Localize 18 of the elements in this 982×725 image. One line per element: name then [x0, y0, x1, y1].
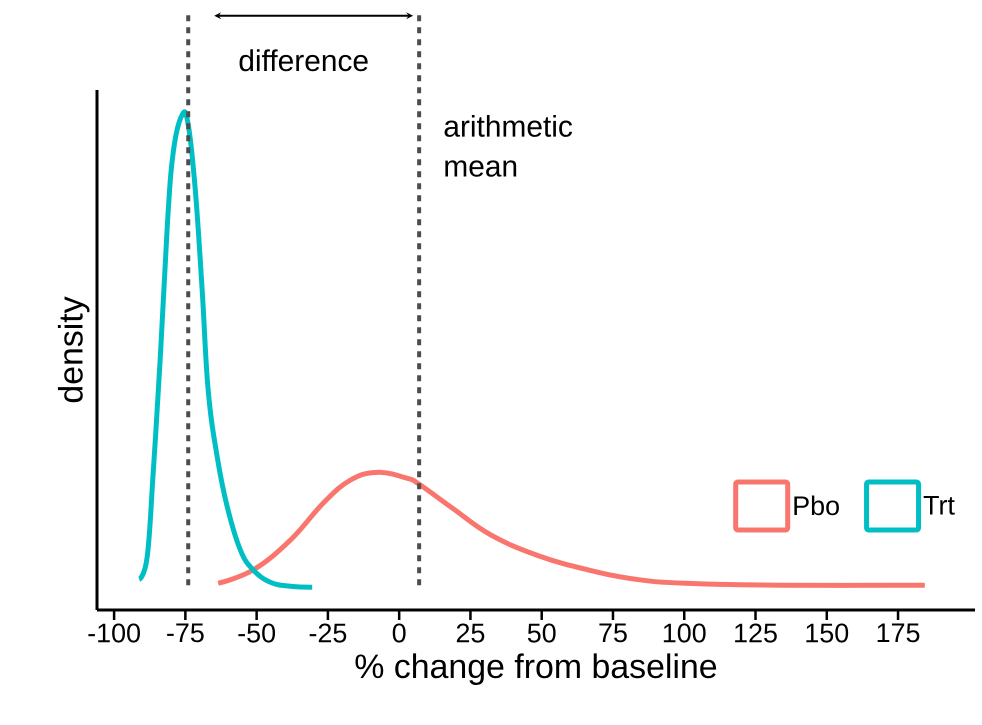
legend-label: Pbo: [794, 496, 839, 516]
x-tick-label: -50: [238, 624, 276, 643]
ref-line-label: arithmetic mean: [444, 114, 572, 177]
x-tick-label: 0: [392, 624, 406, 643]
x-tick-label: 100: [664, 624, 706, 643]
x-axis-title: % change from baseline: [356, 653, 716, 685]
x-tick-label: 50: [528, 624, 556, 643]
x-tick-label: -25: [310, 624, 346, 643]
x-tick-label: 150: [806, 624, 848, 643]
x-tick-label: 75: [599, 624, 627, 642]
x-tick-label: -100: [88, 624, 140, 643]
x-tick-label: 175: [878, 624, 920, 642]
y-axis-title: density: [58, 296, 90, 402]
x-tick-label: -75: [167, 624, 204, 642]
x-tick-label: 125: [735, 624, 777, 643]
x-tick-label: 25: [456, 624, 484, 643]
legend-label: Trt: [924, 496, 955, 515]
text: difference: [240, 49, 368, 72]
